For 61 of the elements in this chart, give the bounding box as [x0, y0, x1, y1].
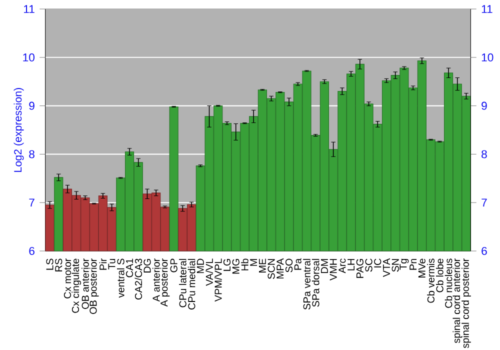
x-tick-label: Pn	[410, 258, 417, 270]
y-axis-title: Log2 (expression)	[14, 88, 24, 172]
x-tick-label: Tu	[108, 258, 116, 270]
x-tick-label: MD	[196, 258, 204, 274]
x-tick-label: RS	[55, 258, 62, 272]
x-tick-label: CPu lateral	[179, 258, 186, 308]
x-tick-label: VTA	[383, 258, 390, 277]
x-tick-label: MG	[232, 259, 240, 274]
x-tick-label: OB anterior	[82, 258, 89, 309]
x-tick-label: Arc	[338, 258, 346, 274]
x-tick-label: VPM/VPL	[214, 258, 222, 302]
x-tick-label: Hb	[241, 258, 248, 270]
y2-tick-label: 9	[482, 102, 487, 110]
x-tick-label: CA2/CA3	[134, 258, 142, 300]
y-tick-label: 10	[23, 53, 34, 62]
x-tick-label: Cx motor	[64, 258, 72, 298]
x-tick-label: SPa dorsal	[312, 258, 320, 307]
y2-tick-label: 10	[482, 53, 494, 62]
y2-tick-label: 7	[482, 198, 487, 206]
x-tick-label: GP	[170, 258, 178, 272]
y2-tick-label: 8	[482, 150, 487, 158]
x-tick-label: SN	[392, 259, 399, 272]
x-tick-label: Tg	[400, 258, 409, 270]
y-tick-label: 7	[29, 198, 34, 206]
x-tick-label: IC	[374, 258, 382, 268]
x-tick-label: VA/VL	[206, 258, 213, 286]
y-tick-label: 8	[29, 150, 34, 158]
y-tick-label: 9	[29, 102, 34, 110]
x-tick-label: LH	[348, 259, 354, 270]
y-tick-label: 6	[29, 247, 34, 256]
x-tick-label: CPu medial	[188, 258, 196, 310]
x-tick-label: SPa ventral	[303, 258, 310, 310]
x-tick-label: Cb lobe	[436, 258, 444, 292]
y-tick-label: 11	[24, 5, 34, 13]
x-tick-label: DG	[144, 259, 151, 272]
x-tick-label: DM	[321, 259, 328, 274]
x-tick-label: MVe	[418, 258, 426, 278]
x-tick-label: LS	[46, 258, 54, 270]
x-tick-label: Cx cingulate	[72, 258, 82, 313]
x-tick-label: spinal cord posterior	[462, 258, 471, 348]
x-tick-label: CA1	[126, 258, 134, 278]
x-tick-label: MPA	[276, 258, 284, 278]
x-tick-label: A posterior	[160, 258, 170, 307]
x-tick-label: A anterior	[152, 258, 160, 302]
x-tick-label: ME	[258, 258, 266, 272]
x-tick-label: SCN	[268, 259, 275, 279]
x-tick-label: Pa	[294, 258, 302, 270]
x-tick-label: VMH	[330, 259, 337, 280]
x-tick-label: SC	[365, 258, 372, 272]
x-tick-label: M	[250, 259, 258, 266]
x-tick-label: LG	[223, 259, 231, 271]
x-tick-label: ventral S	[116, 258, 124, 298]
y2-tick-label: 6	[482, 246, 487, 256]
x-tick-label: PAG	[356, 259, 364, 278]
x-tick-label: Cb vermis	[427, 258, 434, 303]
x-tick-label: spinal cord anterior	[452, 258, 462, 344]
y2-tick-label: 11	[482, 5, 492, 13]
x-tick-label: OB posterior	[89, 258, 99, 314]
x-tick-label: Cb nucleus	[444, 258, 452, 308]
x-tick-label: SO	[285, 258, 293, 272]
x-tick-label: Pir	[99, 258, 107, 270]
